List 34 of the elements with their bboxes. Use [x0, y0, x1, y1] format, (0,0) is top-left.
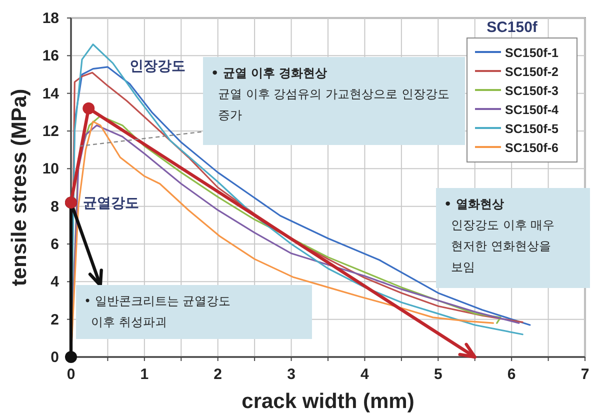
x-tick-label: 7 [580, 366, 590, 383]
annotation: • 균열 이후 경화현상 균열 이후 강섬유의 가교현상으로 인장강도 증가 [211, 66, 450, 122]
annotation: 인장강도 [130, 58, 186, 75]
x-tick-label: 2 [214, 366, 222, 383]
x-axis-title: crack width (mm) [242, 390, 414, 413]
legend-label: SC150f-3 [505, 84, 559, 98]
legend-label: SC150f-5 [505, 122, 559, 136]
y-tick-label: 16 [42, 48, 59, 65]
x-tick-label: 0 [66, 366, 76, 383]
legend-label: SC150f-6 [505, 141, 559, 155]
legend-label: SC150f-2 [505, 65, 559, 79]
legend-label: SC150f-1 [505, 46, 559, 60]
legend-label: SC150f-4 [505, 103, 559, 117]
y-tick-label: 8 [50, 198, 59, 216]
y-axis-title: tensile stress (MPa) [8, 88, 31, 286]
annotation: • 일반콘크리트는 균열강도 이후 취성파괴 [84, 294, 231, 329]
y-tick-label: 0 [50, 349, 59, 366]
x-tick-label: 5 [434, 366, 442, 383]
y-tick-label: 4 [50, 274, 60, 291]
chart-title: SC150f [486, 19, 538, 36]
y-tick-label: 12 [42, 123, 59, 140]
x-tick-label: 4 [360, 366, 370, 383]
y-tick-label: 6 [50, 236, 59, 253]
y-tick-label: 14 [42, 85, 60, 102]
y-tick-label: 10 [42, 160, 59, 178]
annotation: 균열강도 [83, 196, 139, 212]
x-tick-label: 1 [140, 366, 149, 383]
x-tick-label: 3 [287, 366, 296, 383]
point [82, 102, 95, 114]
annotation: • 열화현상 인장강도 이후 매우 현저한 연화현상을 보임 [444, 197, 555, 274]
y-tick-label: 2 [50, 311, 59, 328]
y-tick-label: 18 [42, 10, 59, 27]
x-tick-label: 6 [507, 366, 516, 383]
point [65, 351, 77, 363]
